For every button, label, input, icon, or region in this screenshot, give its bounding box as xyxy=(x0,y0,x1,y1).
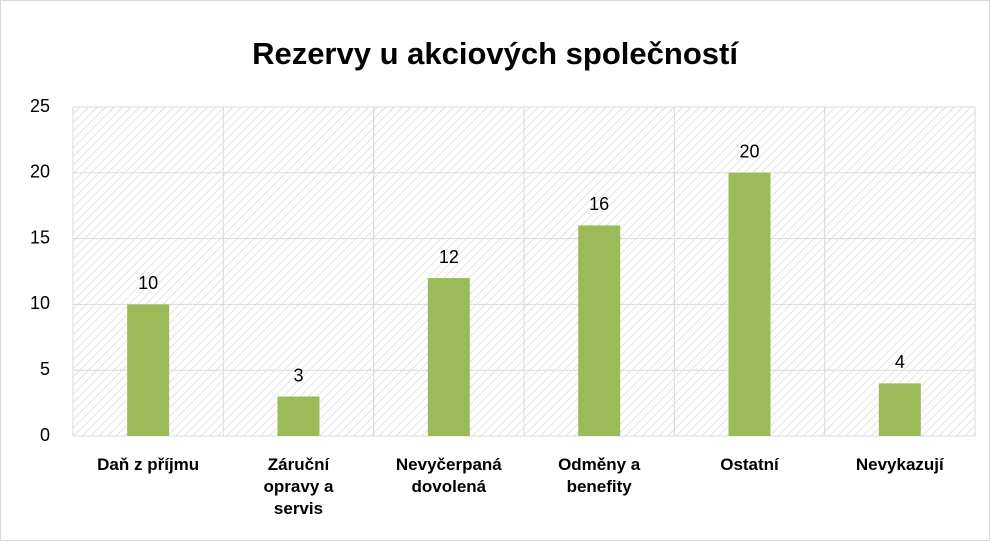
data-label: 10 xyxy=(138,273,158,293)
x-tick-label: Nevyčerpaná dovolená xyxy=(396,455,502,496)
data-label: 3 xyxy=(293,365,303,385)
y-tick-label: 5 xyxy=(40,359,50,379)
y-tick-label: 25 xyxy=(30,96,50,116)
bar xyxy=(127,304,170,436)
data-label: 12 xyxy=(439,247,459,267)
bar xyxy=(578,225,621,436)
y-tick-label: 10 xyxy=(30,293,50,313)
data-label: 20 xyxy=(739,142,759,162)
chart-title: Rezervy u akciových společností xyxy=(252,36,739,71)
bar xyxy=(277,396,320,436)
x-tick-label: Nevykazují xyxy=(856,455,945,474)
y-tick-label: 15 xyxy=(30,227,50,247)
x-tick-label: Odměny a benefity xyxy=(558,455,641,496)
bar xyxy=(427,278,470,436)
x-tick-label: Záruční opravy a servis xyxy=(264,455,334,518)
bar xyxy=(878,383,921,436)
bar xyxy=(728,172,771,437)
data-label: 16 xyxy=(589,194,609,214)
x-tick-label: Ostatní xyxy=(720,455,780,474)
data-label: 4 xyxy=(895,352,905,372)
y-tick-label: 20 xyxy=(30,162,50,182)
y-tick-label: 0 xyxy=(40,425,50,445)
x-tick-label: Daň z příjmu xyxy=(97,455,199,474)
